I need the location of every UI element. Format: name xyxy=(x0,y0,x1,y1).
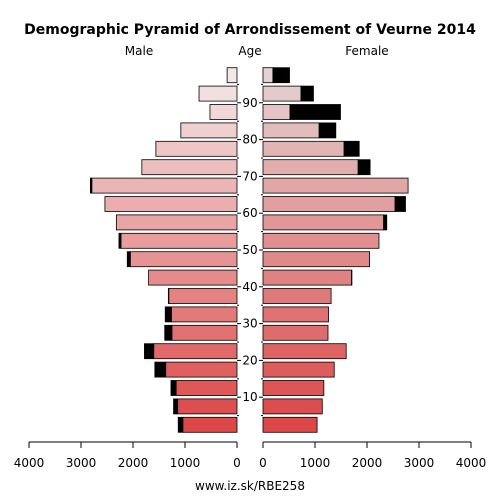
female-bar xyxy=(262,269,352,286)
male-bar xyxy=(153,343,238,360)
age-tick-label: 50 xyxy=(242,243,257,257)
female-bar xyxy=(262,177,409,194)
female-label: Female xyxy=(345,44,388,58)
male-label: Male xyxy=(125,44,153,58)
age-tick-label: 30 xyxy=(242,317,257,331)
age-tick-label: 40 xyxy=(242,280,257,294)
male-bar xyxy=(175,380,238,396)
footer-source: www.iz.sk/RBE258 xyxy=(195,479,305,493)
female-excess-bar xyxy=(383,214,388,231)
male-bar xyxy=(226,67,238,84)
age-tick-label: 70 xyxy=(242,169,257,183)
female-excess-bar xyxy=(272,67,290,84)
female-bar xyxy=(262,324,329,341)
female-excess-bar xyxy=(350,269,353,286)
female-excess-bar xyxy=(300,85,314,102)
female-bar xyxy=(262,67,274,84)
female-bar xyxy=(262,122,320,139)
female-bar xyxy=(262,159,359,176)
female-excess-bar xyxy=(357,159,371,176)
female-x-tick-label: 3000 xyxy=(404,456,435,470)
age-tick-label: 10 xyxy=(242,390,257,404)
female-x-tick-label: 0 xyxy=(259,456,267,470)
male-bar xyxy=(115,214,238,231)
female-bar xyxy=(262,214,385,231)
male-bar xyxy=(177,398,238,415)
age-label: Age xyxy=(238,44,261,58)
male-excess-bar xyxy=(154,361,167,378)
age-tick-label: 90 xyxy=(242,96,257,110)
male-x-tick-label: 3000 xyxy=(66,456,97,470)
male-bar xyxy=(104,196,238,212)
bars-layer xyxy=(89,67,409,433)
male-bar xyxy=(209,104,238,120)
male-bar xyxy=(155,140,238,157)
female-x-tick-label: 2000 xyxy=(352,456,383,470)
female-bar xyxy=(262,196,396,212)
female-bar xyxy=(262,85,302,102)
age-tick-label: 20 xyxy=(242,353,257,367)
male-excess-bar xyxy=(144,343,155,360)
male-bar xyxy=(148,269,238,286)
female-bar xyxy=(262,104,291,120)
male-bar xyxy=(129,251,238,268)
male-x-tick-label: 4000 xyxy=(14,456,45,470)
male-excess-bar xyxy=(177,416,184,433)
female-x-tick-label: 1000 xyxy=(300,456,331,470)
female-bar xyxy=(262,361,335,378)
male-excess-bar xyxy=(164,324,173,341)
male-bar xyxy=(182,416,238,433)
male-bar xyxy=(171,306,238,323)
female-bar xyxy=(262,416,318,433)
male-bar xyxy=(165,361,238,378)
male-bar xyxy=(141,159,238,176)
male-excess-bar xyxy=(173,398,179,415)
female-excess-bar xyxy=(289,104,341,120)
male-x-tick-label: 2000 xyxy=(118,456,149,470)
male-bar xyxy=(91,177,238,194)
female-bar xyxy=(262,232,380,249)
male-x-tick-label: 0 xyxy=(233,456,241,470)
female-bar xyxy=(262,251,370,268)
male-excess-bar xyxy=(126,251,131,268)
female-bar xyxy=(262,140,345,157)
male-excess-bar xyxy=(170,380,177,396)
age-tick-label: 60 xyxy=(242,206,257,220)
chart-title: Demographic Pyramid of Arrondissement of… xyxy=(24,22,476,38)
female-excess-bar xyxy=(318,122,337,139)
female-bar xyxy=(262,398,323,415)
male-bar xyxy=(180,122,238,139)
female-excess-bar xyxy=(394,196,406,212)
male-bar xyxy=(198,85,238,102)
age-tick-label: 80 xyxy=(242,133,257,147)
female-bar xyxy=(262,343,347,360)
female-bar xyxy=(262,306,329,323)
female-bar xyxy=(262,288,332,304)
female-excess-bar xyxy=(343,140,360,157)
female-bar xyxy=(262,380,325,396)
male-bar xyxy=(171,324,238,341)
male-x-tick-label: 1000 xyxy=(170,456,201,470)
male-excess-bar xyxy=(164,306,172,323)
male-bar xyxy=(120,232,238,249)
female-x-tick-label: 4000 xyxy=(456,456,487,470)
axes-layer: 10 20 30 40 50 60 70 80 90 0 0 1000 1000 2000 2000 3000… xyxy=(14,83,487,470)
male-bar xyxy=(168,288,238,304)
